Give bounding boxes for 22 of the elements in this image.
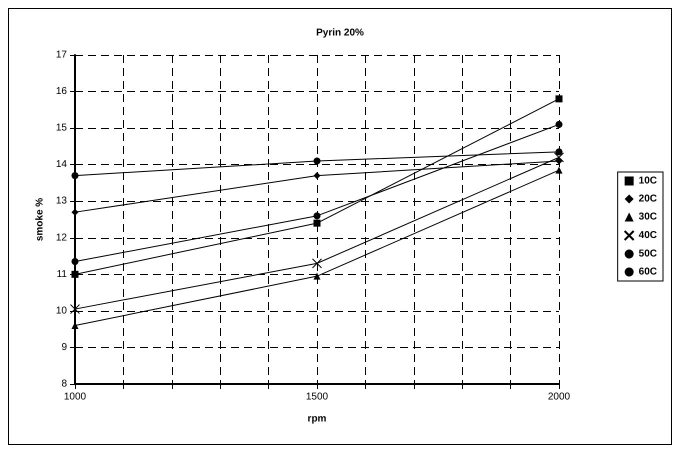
y-tick-label: 9 <box>61 342 68 353</box>
y-tick-label: 12 <box>56 232 68 244</box>
y-tick-label: 11 <box>56 268 68 280</box>
chart-title: Pyrin 20% <box>316 28 364 38</box>
legend-label: 50C <box>638 248 658 260</box>
x-tick-label: 2000 <box>548 392 571 402</box>
y-axis-title: smoke % <box>34 198 46 242</box>
y-tick-label: 8 <box>61 378 68 390</box>
legend-label: 30C <box>638 212 658 222</box>
x-tick-label: 1500 <box>306 392 329 402</box>
y-tick-label: 10 <box>56 305 68 316</box>
legend-label: 20C <box>638 194 658 204</box>
y-tick-label: 17 <box>56 50 68 60</box>
x-tick-label: 1000 <box>64 392 87 402</box>
y-tick-label: 13 <box>56 196 68 207</box>
y-tick-label: 16 <box>56 86 68 98</box>
legend-label: 60C <box>638 266 658 278</box>
legend-label: 40C <box>638 230 658 241</box>
legend-label: 10C <box>638 176 658 186</box>
y-tick-label: 15 <box>56 122 68 134</box>
x-axis-title: rpm <box>308 414 327 424</box>
y-tick-label: 14 <box>56 159 68 170</box>
